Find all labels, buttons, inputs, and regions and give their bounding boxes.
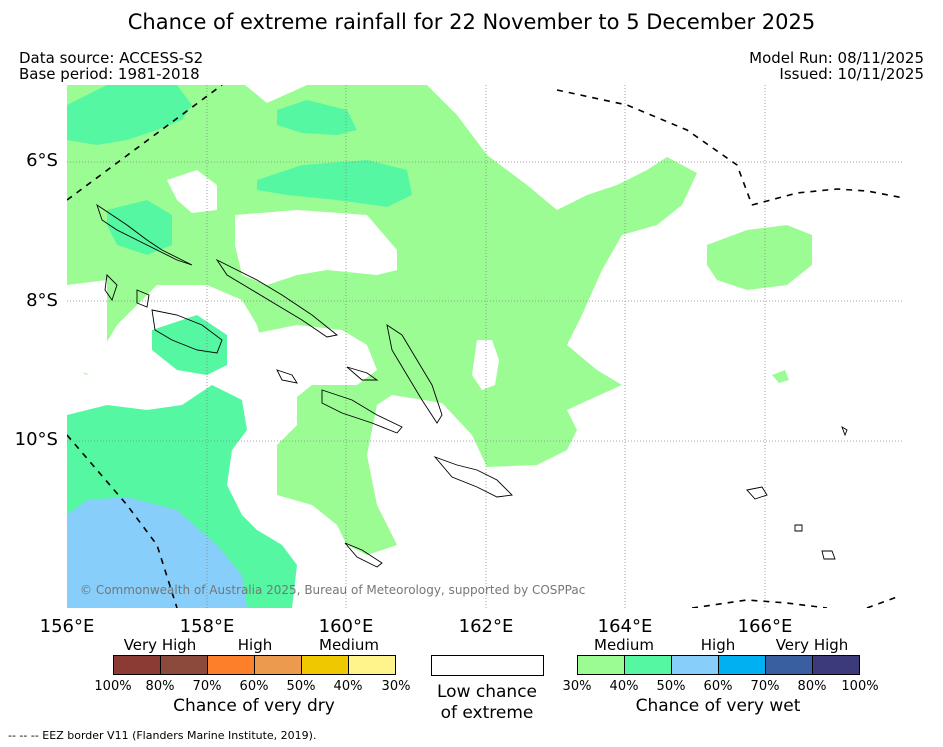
wet-high-patch	[152, 315, 227, 375]
lat-label-10s: 10°S	[14, 429, 58, 450]
dry-tick: 70%	[192, 679, 222, 694]
wet-medium-region	[67, 85, 697, 555]
copyright-notice: © Commonwealth of Australia 2025, Bureau…	[80, 583, 586, 597]
lon-label-164: 164°E	[597, 616, 653, 637]
low-chance-patch	[67, 280, 107, 375]
low-chance-patch	[472, 340, 499, 390]
low-chance-patch	[247, 325, 377, 405]
lon-label-158: 158°E	[179, 616, 235, 637]
low-chance-swatch	[431, 655, 544, 676]
low-chance-label: Low chance of extreme	[437, 682, 537, 724]
dry-swatch-60-70	[207, 655, 255, 675]
wet-medium-region	[772, 370, 789, 383]
coastlines	[96, 203, 848, 568]
wet-swatch-70-80	[765, 655, 813, 675]
wet-cat-high: High	[700, 636, 736, 654]
dry-tick: 80%	[145, 679, 175, 694]
wet-high-patch	[277, 100, 357, 135]
dry-swatch-40-50	[301, 655, 349, 675]
wet-very-high-region	[67, 497, 247, 608]
wet-tick: 80%	[797, 679, 827, 694]
issued-date: Issued: 10/11/2025	[779, 65, 924, 83]
dry-legend-title: Chance of very dry	[173, 696, 335, 716]
lon-label-166: 166°E	[737, 616, 793, 637]
meta-left: Data source: ACCESS-S2 Base period: 1981…	[19, 50, 203, 82]
map-canvas	[67, 85, 904, 608]
wet-tick: 70%	[750, 679, 780, 694]
wet-tick: 40%	[609, 679, 639, 694]
rainfall-map[interactable]: © Commonwealth of Australia 2025, Bureau…	[67, 85, 904, 608]
dry-tick: 30%	[381, 679, 411, 694]
dry-tick: 50%	[286, 679, 316, 694]
lon-label-160: 160°E	[318, 616, 374, 637]
lat-label-6s: 6°S	[26, 150, 58, 171]
dry-cat-medium: Medium	[319, 636, 379, 654]
wet-tick: 30%	[562, 679, 592, 694]
wet-high-patch	[257, 160, 412, 207]
dry-cat-very-high: Very High	[123, 636, 197, 654]
wet-swatch-50-60	[671, 655, 719, 675]
eez-footnote: -- -- -- EEZ border V11 (Flanders Marine…	[8, 729, 317, 742]
wet-high-patch	[107, 200, 172, 255]
wet-cat-medium: Medium	[594, 636, 654, 654]
dry-swatch-70-80	[160, 655, 208, 675]
dry-tick: 100%	[94, 679, 132, 694]
low-chance-line1: Low chance	[437, 682, 537, 702]
lon-label-156: 156°E	[39, 616, 95, 637]
lon-label-162: 162°E	[458, 616, 514, 637]
wet-swatch-80-100	[812, 655, 860, 675]
graticule	[67, 85, 904, 608]
base-period: Base period: 1981-2018	[19, 65, 200, 83]
dry-tick: 60%	[239, 679, 269, 694]
wet-tick: 60%	[703, 679, 733, 694]
wet-swatch-40-50	[624, 655, 672, 675]
map-title: Chance of extreme rainfall for 22 Novemb…	[127, 10, 816, 34]
dry-tick: 40%	[333, 679, 363, 694]
lat-label-8s: 8°S	[26, 290, 58, 311]
low-chance-patch	[167, 170, 217, 213]
dry-swatch-50-60	[254, 655, 302, 675]
data-source: Data source: ACCESS-S2	[19, 49, 204, 67]
model-run: Model Run: 08/11/2025	[749, 49, 924, 67]
wet-swatch-30-40	[577, 655, 625, 675]
dry-cat-high: High	[237, 636, 273, 654]
wet-legend-title: Chance of very wet	[635, 696, 801, 716]
wet-medium-region	[707, 225, 812, 290]
meta-right: Model Run: 08/11/2025 Issued: 10/11/2025	[749, 50, 924, 82]
wet-cat-very-high: Very High	[775, 636, 849, 654]
wet-swatch-60-70	[718, 655, 766, 675]
wet-tick: 50%	[656, 679, 686, 694]
wet-high-patch	[67, 85, 192, 145]
dry-swatch-80-100	[113, 655, 161, 675]
eez-border	[67, 85, 904, 608]
dry-swatch-30-40	[348, 655, 396, 675]
wet-tick: 100%	[841, 679, 879, 694]
low-chance-line2: of extreme	[440, 703, 534, 723]
low-chance-patch	[235, 210, 397, 285]
